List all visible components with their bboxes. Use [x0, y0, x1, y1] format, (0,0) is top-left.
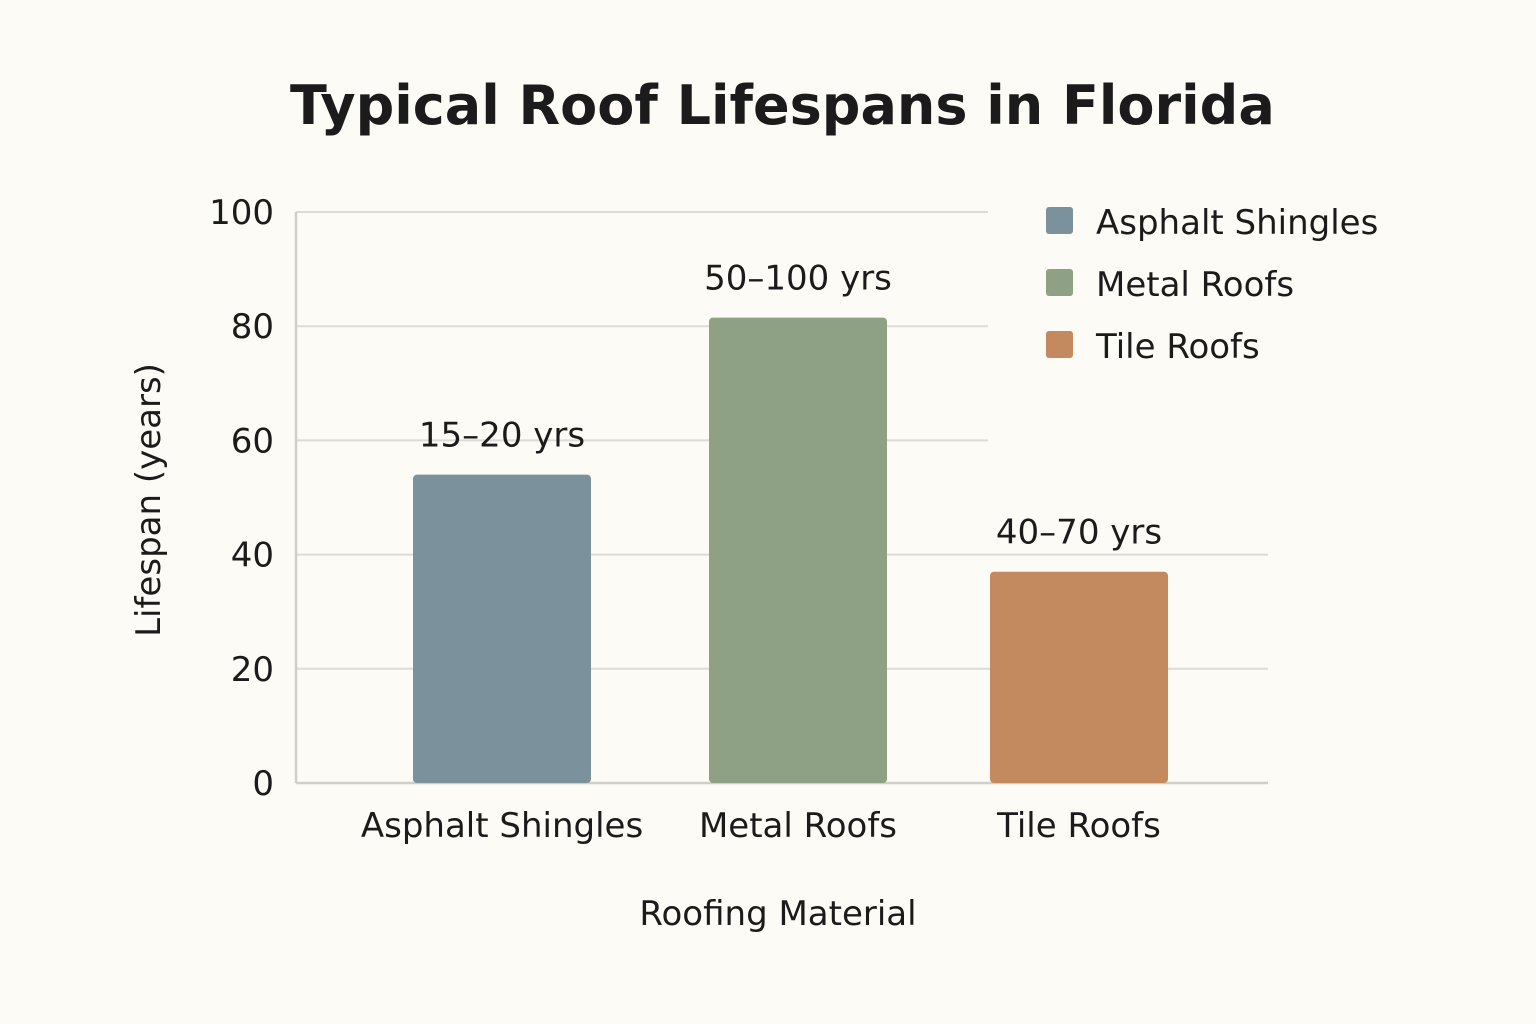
legend-label: Metal Roofs	[1096, 265, 1294, 305]
bar	[709, 317, 887, 783]
y-axis-title: Lifespan (years)	[129, 363, 169, 637]
data-label: 15–20 yrs	[419, 416, 585, 456]
y-tick-label: 40	[231, 536, 274, 576]
bar	[413, 474, 591, 783]
legend-label: Tile Roofs	[1095, 327, 1260, 367]
labels: 0 20 40 60 80 100 15–20 yrs Asphalt Shingles 50–…	[209, 193, 1162, 846]
legend-swatch	[1046, 207, 1073, 234]
y-tick-label: 80	[231, 307, 274, 347]
legend: Asphalt Shingles Metal Roofs Tile Roofs	[1046, 203, 1378, 367]
data-label: 50–100 yrs	[704, 259, 892, 299]
x-axis-title: Roofing Material	[639, 894, 916, 934]
bars	[413, 317, 1168, 783]
y-tick-label: 0	[252, 764, 274, 804]
y-tick-label: 100	[209, 193, 274, 233]
bar	[990, 571, 1168, 783]
y-tick-label: 20	[231, 650, 274, 690]
data-label: 40–70 yrs	[996, 513, 1162, 553]
y-tick-label: 60	[231, 421, 274, 461]
legend-swatch	[1046, 331, 1073, 358]
legend-swatch	[1046, 269, 1073, 296]
chart-title: Typical Roof Lifespans in Florida	[290, 74, 1275, 137]
x-tick-label: Tile Roofs	[996, 806, 1161, 846]
x-tick-label: Metal Roofs	[699, 806, 897, 846]
x-tick-label: Asphalt Shingles	[361, 806, 643, 846]
legend-label: Asphalt Shingles	[1096, 203, 1378, 243]
